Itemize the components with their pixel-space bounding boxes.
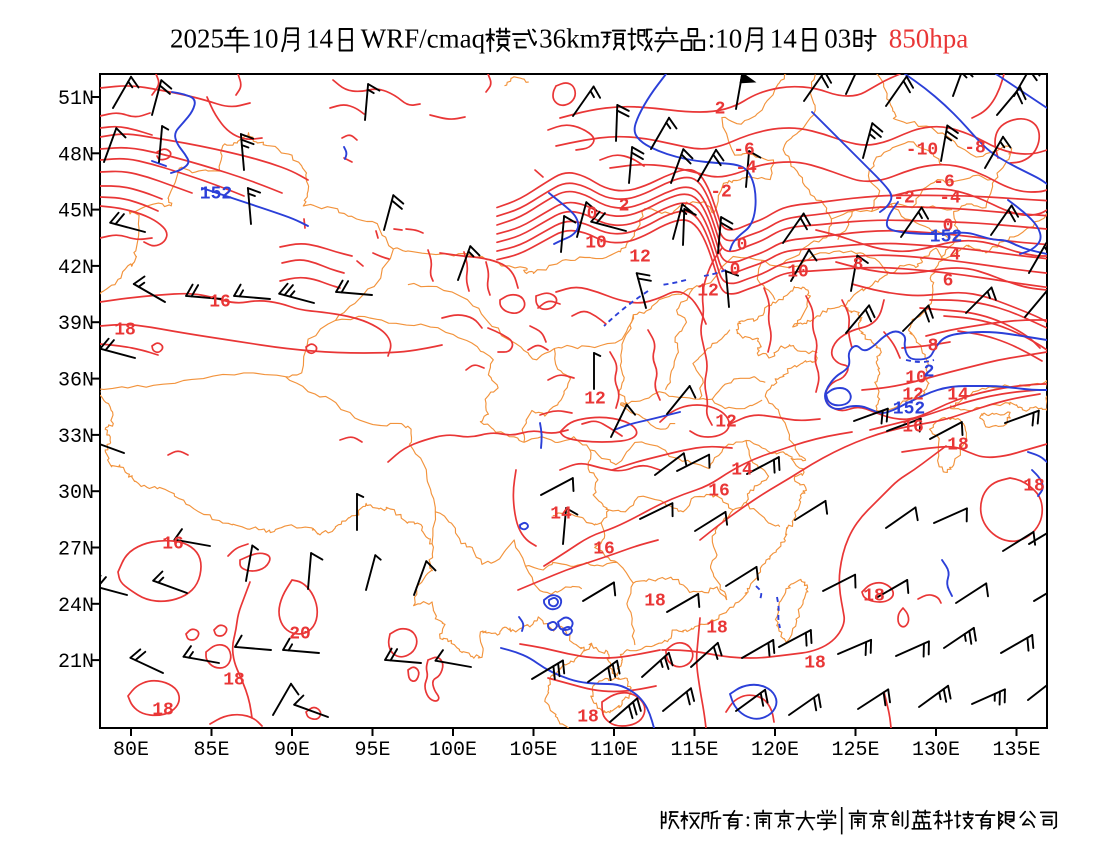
svg-text:18: 18 [152,701,174,721]
svg-text:18: 18 [644,592,666,612]
svg-text:12: 12 [715,413,737,433]
svg-text:115E: 115E [670,739,718,762]
svg-text:85E: 85E [193,739,229,762]
svg-text:14: 14 [731,461,753,481]
svg-text:90E: 90E [274,739,310,762]
svg-text:30N: 30N [58,482,94,505]
svg-text:-4: -4 [939,189,961,209]
svg-text:-2: -2 [710,183,732,203]
svg-text:-10: -10 [906,141,938,161]
svg-text:-2: -2 [893,189,915,209]
svg-text:24N: 24N [58,595,94,618]
svg-text:152: 152 [930,228,962,248]
svg-text:125E: 125E [831,739,879,762]
svg-text:14: 14 [550,505,572,525]
svg-text:18: 18 [577,708,599,728]
svg-text:12: 12 [697,282,719,302]
svg-text:850hpa: 850hpa [889,23,969,53]
svg-text:152: 152 [893,400,925,420]
svg-text:48N: 48N [58,144,94,167]
svg-text:16: 16 [902,418,924,438]
svg-text:18: 18 [706,619,728,639]
svg-text:120E: 120E [751,739,799,762]
svg-text:4: 4 [950,246,961,266]
svg-text:130E: 130E [912,739,960,762]
svg-text:21N: 21N [58,651,94,674]
svg-text:95E: 95E [354,739,390,762]
svg-text:2: 2 [924,363,935,383]
svg-text:12: 12 [584,390,606,410]
svg-text:33N: 33N [58,426,94,449]
svg-text:16: 16 [593,540,615,560]
svg-text:16: 16 [209,293,231,313]
svg-text:39N: 39N [58,313,94,336]
svg-text:105E: 105E [509,739,557,762]
svg-text:18: 18 [947,436,969,456]
svg-text:2: 2 [619,197,630,217]
svg-text:-6: -6 [733,141,755,161]
svg-text:51N: 51N [58,88,94,111]
svg-text:WRF/cmaq: WRF/cmaq [361,23,486,53]
svg-text:8: 8 [928,337,939,357]
svg-text:45N: 45N [58,201,94,224]
svg-text:16: 16 [708,482,730,502]
svg-text:-8: -8 [964,139,986,159]
svg-text:10: 10 [585,234,607,254]
svg-text:14: 14 [947,386,969,406]
svg-text:135E: 135E [992,739,1040,762]
svg-text:2025: 2025 [170,23,224,53]
svg-text:2: 2 [715,100,726,120]
svg-text:0: 0 [730,261,741,281]
svg-text:110E: 110E [590,739,638,762]
svg-text:0: 0 [737,236,748,256]
svg-text::: : [708,23,716,53]
svg-text:36km: 36km [539,23,601,53]
svg-text:12: 12 [629,248,651,268]
svg-text:8: 8 [853,256,864,276]
svg-text:14: 14 [770,23,798,53]
svg-text:18: 18 [223,671,245,691]
svg-text:18: 18 [863,587,885,607]
svg-text:100E: 100E [429,739,477,762]
svg-text:16: 16 [162,535,184,555]
svg-text:10: 10 [787,263,809,283]
svg-text::: : [745,806,751,831]
svg-text:80E: 80E [113,739,149,762]
svg-text:14: 14 [306,23,334,53]
svg-text:152: 152 [200,185,232,205]
svg-text:27N: 27N [58,539,94,562]
svg-text:03: 03 [824,23,851,53]
svg-text:10: 10 [715,23,742,53]
svg-text:0: 0 [587,205,598,225]
svg-text:36N: 36N [58,370,94,393]
svg-text:20: 20 [289,625,311,645]
svg-text:-4: -4 [735,159,757,179]
svg-text:6: 6 [943,272,954,292]
svg-text:42N: 42N [58,257,94,280]
svg-text:18: 18 [804,654,826,674]
svg-text:18: 18 [114,321,136,341]
svg-text:18: 18 [1023,477,1045,497]
svg-text:10: 10 [252,23,279,53]
